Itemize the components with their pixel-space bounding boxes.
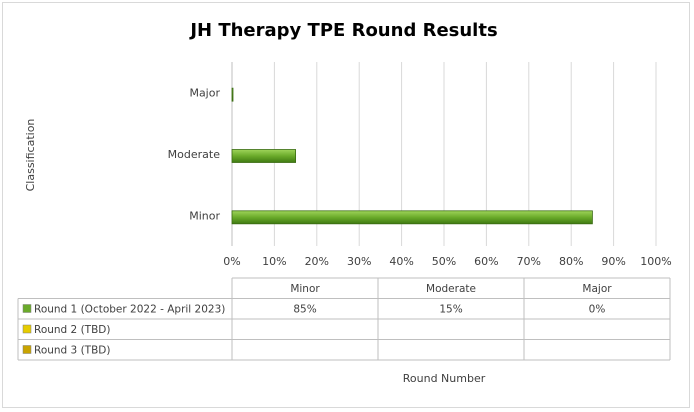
bar xyxy=(231,149,296,163)
legend-key xyxy=(22,324,32,334)
legend-key xyxy=(22,304,32,313)
x-tick-label: 90% xyxy=(601,255,625,268)
table-cell: 85% xyxy=(293,304,316,316)
table-header: Major xyxy=(582,283,612,295)
table-header: Moderate xyxy=(426,283,476,295)
x-tick-label: 70% xyxy=(517,255,541,268)
bar xyxy=(231,210,593,225)
table-cell: 15% xyxy=(439,304,462,316)
table-cell: 0% xyxy=(589,304,606,316)
x-tick-label: 40% xyxy=(389,255,413,268)
x-tick-label: 0% xyxy=(223,255,240,268)
x-tick-label: 10% xyxy=(262,255,286,268)
x-tick-label: 20% xyxy=(305,255,329,268)
x-tick-label: 60% xyxy=(474,255,498,268)
category-label: Moderate xyxy=(168,148,221,161)
legend-label: Round 2 (TBD) xyxy=(34,324,110,336)
x-tick-label: 50% xyxy=(432,255,456,268)
chart-frame xyxy=(2,2,690,408)
x-tick-label: 30% xyxy=(347,255,371,268)
y-axis-title: Classification xyxy=(24,119,37,192)
category-label: Minor xyxy=(189,209,220,222)
table-header: Minor xyxy=(290,283,320,295)
x-axis-title: Round Number xyxy=(403,372,486,385)
bar xyxy=(231,87,234,102)
x-tick-label: 80% xyxy=(559,255,583,268)
chart-title: JH Therapy TPE Round Results xyxy=(190,20,498,41)
category-label: Major xyxy=(189,87,220,100)
x-tick-label: 100% xyxy=(640,255,671,268)
legend-key xyxy=(22,345,32,354)
legend-label: Round 3 (TBD) xyxy=(34,345,110,357)
legend-label: Round 1 (October 2022 - April 2023) xyxy=(34,304,225,316)
